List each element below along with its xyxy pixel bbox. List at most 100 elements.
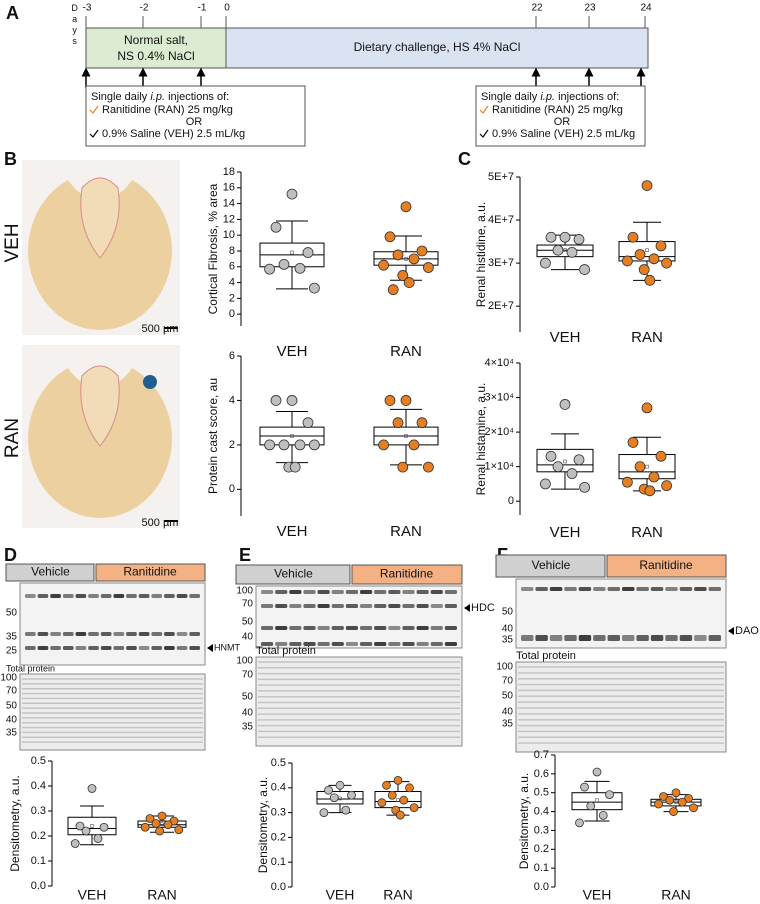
y-tick-label: 5E+7 <box>488 171 514 183</box>
blot-band <box>138 594 150 598</box>
data-point <box>545 231 557 243</box>
mw-marker: 50 <box>6 701 18 712</box>
kidney-medulla <box>80 177 120 259</box>
mw-marker: 100 <box>496 662 513 673</box>
blot-band <box>636 587 649 591</box>
y-tick-label: 4E+7 <box>488 214 514 226</box>
blot-band <box>25 646 36 650</box>
blot-band <box>261 626 274 630</box>
y-axis-label: Densitometry, a.u. <box>8 775 22 871</box>
data-point <box>384 231 396 243</box>
blot-band <box>62 594 74 598</box>
y-tick-label: 4 <box>229 394 235 406</box>
y-tick-label: 8 <box>229 245 235 257</box>
data-point <box>559 399 571 410</box>
data-point <box>566 246 578 258</box>
total-protein-label: Total protein <box>6 663 55 673</box>
blot-band <box>388 642 401 646</box>
y-tick-label: 0.5 <box>534 787 549 799</box>
data-point <box>622 255 633 267</box>
y-tick-label: 0.2 <box>534 843 549 855</box>
data-point <box>579 481 590 493</box>
y-tick-label: 0.2 <box>31 830 46 842</box>
data-point <box>634 461 646 473</box>
data-point <box>422 262 434 273</box>
blot-band <box>289 642 302 646</box>
blot-band <box>549 587 563 591</box>
injection-option: Ranitidine (RAN) 25 mg/kg <box>102 104 233 116</box>
blot-band <box>607 635 620 641</box>
target-label: DAO <box>735 625 759 637</box>
blot-band <box>100 646 112 650</box>
blot-band <box>75 632 87 636</box>
data-point <box>174 825 184 835</box>
blot-band <box>189 594 200 598</box>
mean <box>645 464 649 469</box>
y-tick-label: 0.0 <box>31 880 46 892</box>
data-point <box>622 476 633 488</box>
blot-band <box>151 594 163 598</box>
x-tick-label: VEH <box>326 887 355 903</box>
y-tick-label: 18 <box>223 166 235 178</box>
text-part: i.p. <box>540 91 555 103</box>
y-tick-label: 12 <box>223 213 235 225</box>
phase-high-salt <box>225 27 649 69</box>
blot-band <box>430 626 443 630</box>
header-label: Vehicle <box>274 567 313 581</box>
injection-or: OR <box>554 116 571 128</box>
y-tick-label: 2 <box>229 439 235 451</box>
data-point <box>422 461 434 473</box>
blot-band <box>138 632 150 636</box>
days-label: Days <box>70 3 80 47</box>
y-tick-label: 6 <box>229 350 235 362</box>
blot-band <box>593 635 606 641</box>
data-point <box>654 799 663 809</box>
data-point <box>302 247 314 258</box>
blot-band <box>25 632 36 636</box>
y-tick-label: 0.7 <box>534 749 549 761</box>
data-point <box>655 240 667 252</box>
blot-band <box>50 632 61 636</box>
data-point <box>634 249 646 260</box>
data-point <box>400 395 412 406</box>
blot-band <box>37 594 49 598</box>
x-tick-label: VEH <box>550 524 581 541</box>
x-tick-label: RAN <box>631 524 663 541</box>
mw-marker: 100 <box>0 673 17 684</box>
data-point <box>155 826 165 836</box>
y-axis-label: Densitometry, a.u. <box>517 773 531 869</box>
data-point <box>598 810 608 820</box>
image-label: VEH <box>2 223 23 262</box>
blot-band <box>374 626 387 630</box>
total-protein-image <box>255 656 463 747</box>
x-tick-label: RAN <box>631 329 663 346</box>
data-point <box>278 439 290 451</box>
phase-label: Normal salt, <box>124 33 188 47</box>
day-label: 22 <box>531 3 543 14</box>
header-label: Vehicle <box>532 558 571 572</box>
text-part: injections of: <box>555 91 619 103</box>
y-tick-label: 0.4 <box>31 780 46 792</box>
x-tick-label: RAN <box>661 887 691 903</box>
y-axis-label: Cortical Fibrosis, % area <box>206 183 220 314</box>
blot-band <box>679 587 693 591</box>
blot-band <box>317 590 330 594</box>
scale-label: 500 µm <box>142 323 179 335</box>
blot-band <box>593 587 606 591</box>
blot-band <box>416 626 429 630</box>
blot-band <box>151 632 163 636</box>
day-label: -1 <box>198 3 207 14</box>
blot-band <box>303 604 316 608</box>
data-point <box>655 450 667 462</box>
phase-label: Dietary challenge, HS 4% NaCl <box>354 40 521 54</box>
data-point <box>264 263 276 275</box>
y-tick-label: 0.5 <box>271 757 286 769</box>
blot-band <box>402 604 415 608</box>
data-point <box>308 282 320 294</box>
data-point <box>157 811 167 821</box>
header-ranitidine <box>606 554 727 578</box>
blot-band <box>430 604 443 608</box>
data-point <box>286 395 298 406</box>
blot-band <box>521 587 534 591</box>
